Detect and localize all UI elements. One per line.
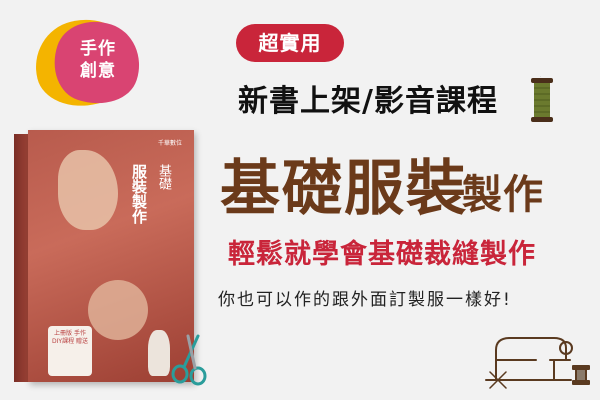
headline-title: 基礎服裝 — [220, 154, 468, 224]
sewing-machine-icon — [476, 320, 596, 392]
book-cover-image: 千華數位 服裝製作 基礎 上冊版 手作 DIY課程 贈送 — [14, 130, 194, 382]
spool-icon — [527, 67, 557, 124]
book-title-main: 服裝製作 — [130, 164, 148, 224]
badge-line1: 手作 — [80, 39, 116, 59]
book-title: 服裝製作 基礎 — [130, 164, 180, 254]
badge: 手作 創意 — [58, 38, 138, 82]
book-hand-illustration-2 — [88, 280, 148, 340]
badge-line2: 創意 — [80, 61, 116, 81]
book-hand-illustration — [58, 150, 118, 230]
mannequin-icon — [148, 330, 170, 376]
book-sticker-text: 上冊版 手作 DIY課程 贈送 — [52, 330, 88, 345]
tag-label: 超實用 — [236, 24, 344, 62]
headline-new-release: 新書上架/影音課程 — [238, 84, 498, 119]
headline-subtitle: 輕鬆就學會基礎裁縫製作 — [228, 239, 536, 270]
headline-tagline: 你也可以作的跟外面訂製服一樣好! — [218, 290, 512, 310]
book-front: 千華數位 服裝製作 基礎 上冊版 手作 DIY課程 贈送 — [28, 130, 194, 382]
headline-title-suffix: 製作 — [462, 172, 544, 218]
book-spine — [14, 134, 32, 382]
book-sticker: 上冊版 手作 DIY課程 贈送 — [48, 326, 92, 376]
book-publisher: 千華數位 — [158, 140, 183, 147]
scissors-icon — [168, 330, 212, 386]
book-title-sub: 基礎 — [156, 164, 171, 190]
